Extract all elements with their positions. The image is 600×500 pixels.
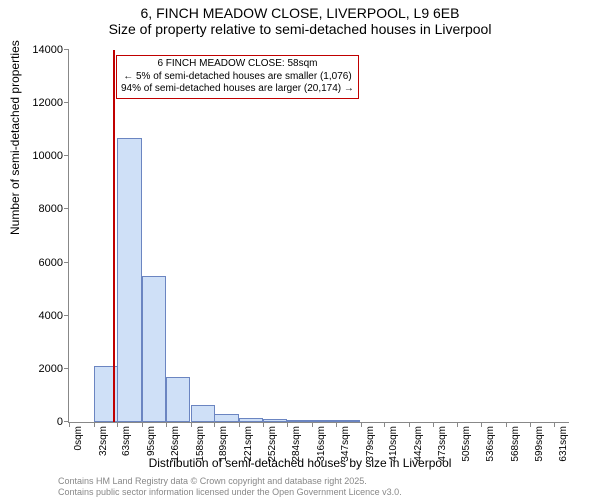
x-tick-mark bbox=[214, 422, 215, 427]
annotation-line: 6 FINCH MEADOW CLOSE: 58sqm bbox=[121, 58, 354, 71]
histogram-bar bbox=[214, 414, 238, 422]
plot-area: 6 FINCH MEADOW CLOSE: 58sqm← 5% of semi-… bbox=[68, 50, 569, 423]
x-tick-mark bbox=[361, 422, 362, 427]
annotation-line: ← 5% of semi-detached houses are smaller… bbox=[121, 71, 354, 84]
y-tick-label: 2000 bbox=[39, 363, 69, 375]
y-tick-label: 4000 bbox=[39, 310, 69, 322]
chart-container: 6, FINCH MEADOW CLOSE, LIVERPOOL, L9 6EB… bbox=[0, 0, 600, 500]
histogram-bar bbox=[336, 420, 360, 422]
x-tick-mark bbox=[287, 422, 288, 427]
x-tick-label: 95sqm bbox=[146, 426, 157, 456]
x-tick-mark bbox=[433, 422, 434, 427]
x-tick-mark bbox=[94, 422, 95, 427]
y-tick-label: 0 bbox=[57, 416, 69, 428]
histogram-bar bbox=[191, 405, 215, 422]
annotation-line: 94% of semi-detached houses are larger (… bbox=[121, 83, 354, 96]
y-tick-label: 10000 bbox=[32, 150, 69, 162]
x-tick-mark bbox=[312, 422, 313, 427]
y-tick-mark bbox=[64, 155, 69, 156]
y-tick-label: 12000 bbox=[32, 97, 69, 109]
y-tick-label: 8000 bbox=[39, 203, 69, 215]
histogram-bar bbox=[239, 418, 263, 422]
y-tick-label: 14000 bbox=[32, 44, 69, 56]
footer-line1: Contains HM Land Registry data © Crown c… bbox=[58, 476, 402, 487]
x-tick-label: 63sqm bbox=[121, 426, 132, 456]
histogram-bar bbox=[142, 276, 166, 422]
annotation-box: 6 FINCH MEADOW CLOSE: 58sqm← 5% of semi-… bbox=[116, 55, 359, 99]
y-tick-mark bbox=[64, 49, 69, 50]
x-tick-mark bbox=[409, 422, 410, 427]
x-tick-mark bbox=[239, 422, 240, 427]
x-tick-mark bbox=[506, 422, 507, 427]
histogram-bar bbox=[263, 419, 287, 422]
bars-group bbox=[69, 50, 569, 422]
x-tick-mark bbox=[530, 422, 531, 427]
y-tick-label: 6000 bbox=[39, 257, 69, 269]
x-tick-mark bbox=[69, 422, 70, 427]
x-tick-label: 32sqm bbox=[98, 426, 109, 456]
x-tick-mark bbox=[117, 422, 118, 427]
x-tick-mark bbox=[554, 422, 555, 427]
histogram-bar bbox=[117, 138, 141, 422]
chart-title-block: 6, FINCH MEADOW CLOSE, LIVERPOOL, L9 6EB… bbox=[0, 5, 600, 37]
footer-attribution: Contains HM Land Registry data © Crown c… bbox=[58, 476, 402, 498]
x-tick-mark bbox=[384, 422, 385, 427]
property-marker-line bbox=[113, 50, 115, 422]
y-tick-mark bbox=[64, 102, 69, 103]
histogram-bar bbox=[287, 420, 311, 422]
histogram-bar bbox=[166, 377, 190, 422]
x-tick-mark bbox=[166, 422, 167, 427]
x-tick-mark bbox=[263, 422, 264, 427]
footer-line2: Contains public sector information licen… bbox=[58, 487, 402, 498]
y-tick-mark bbox=[64, 315, 69, 316]
title-address: 6, FINCH MEADOW CLOSE, LIVERPOOL, L9 6EB bbox=[0, 5, 600, 21]
x-tick-mark bbox=[457, 422, 458, 427]
x-tick-mark bbox=[336, 422, 337, 427]
x-tick-mark bbox=[142, 422, 143, 427]
y-axis-label: Number of semi-detached properties bbox=[8, 40, 22, 235]
x-tick-label: 0sqm bbox=[73, 426, 84, 450]
x-tick-mark bbox=[481, 422, 482, 427]
y-tick-mark bbox=[64, 208, 69, 209]
histogram-bar bbox=[312, 420, 336, 422]
x-axis-label: Distribution of semi-detached houses by … bbox=[0, 456, 600, 470]
y-tick-mark bbox=[64, 262, 69, 263]
x-tick-mark bbox=[191, 422, 192, 427]
y-tick-mark bbox=[64, 368, 69, 369]
title-subtitle: Size of property relative to semi-detach… bbox=[0, 21, 600, 37]
